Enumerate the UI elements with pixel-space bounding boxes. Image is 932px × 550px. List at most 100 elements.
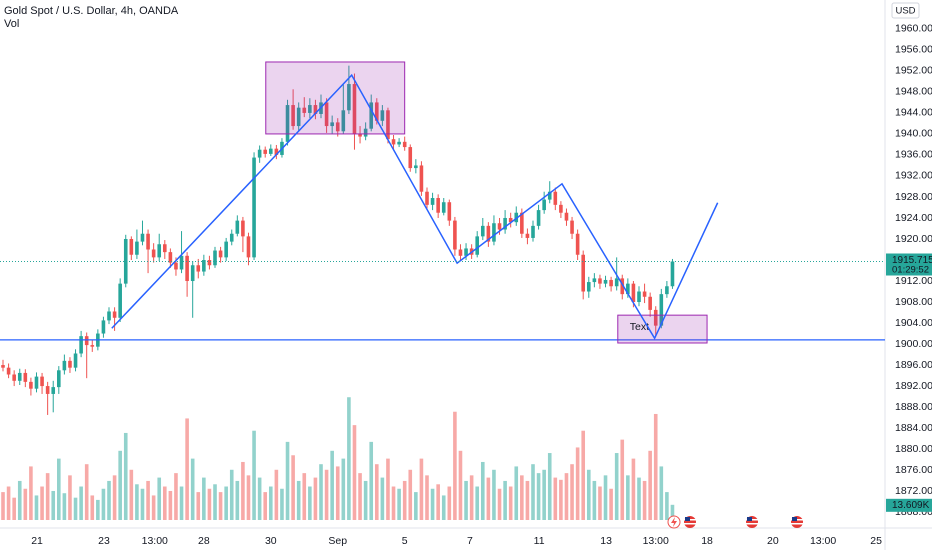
candle-body: [436, 198, 440, 213]
volume-bar: [603, 475, 608, 520]
y-tick-label: 1920.000: [895, 233, 932, 245]
candle-body: [68, 360, 72, 368]
candle-body: [626, 283, 630, 295]
candle-body: [62, 360, 67, 371]
x-tick-label: Sep: [328, 535, 347, 547]
volume-bar: [280, 488, 284, 520]
volume-bar: [347, 397, 351, 520]
candle-body: [503, 217, 507, 230]
candle-body: [151, 249, 156, 258]
candle-body: [520, 212, 524, 234]
volume-bar: [268, 486, 273, 520]
volume-bar: [263, 492, 268, 520]
volume-bar: [397, 488, 401, 520]
x-tick-label: 23: [98, 535, 110, 547]
candle-body: [492, 223, 496, 242]
candle-body: [447, 202, 452, 221]
candle-body: [190, 265, 195, 282]
candle-body: [536, 210, 541, 226]
flag-icon[interactable]: [746, 516, 758, 528]
candle-body: [453, 220, 457, 250]
y-tick-label: 1960.000: [895, 23, 932, 35]
y-tick-label: 1872.000: [895, 485, 932, 497]
y-tick-label: 1940.000: [895, 128, 932, 140]
candle-body: [508, 217, 513, 223]
candle-body: [497, 223, 502, 230]
y-tick-label: 1924.000: [895, 212, 932, 224]
candle-body: [123, 238, 128, 284]
y-tick-label: 1876.000: [895, 464, 932, 476]
candle-body: [559, 204, 563, 213]
box-annotation: [265, 61, 406, 135]
candle-body: [586, 282, 591, 292]
volume-bar: [492, 469, 496, 520]
price-label-box: [886, 253, 932, 276]
volume-bar: [653, 413, 658, 520]
volume-bar: [241, 461, 245, 520]
candle-body: [112, 311, 117, 318]
volume-bar: [581, 430, 586, 520]
volume-bar: [224, 486, 228, 520]
currency-box[interactable]: [891, 2, 920, 19]
volume-bar: [570, 464, 574, 520]
flag-icon[interactable]: [684, 516, 696, 528]
y-tick-label: 1892.000: [895, 380, 932, 392]
volume-bar: [190, 458, 195, 520]
x-tick-label: 25: [870, 535, 882, 547]
volume-label: 13.609K: [892, 500, 930, 511]
candle-body: [51, 387, 56, 394]
volume-bar: [559, 479, 563, 520]
volume-bar: [73, 497, 78, 520]
volume-bar: [363, 480, 368, 520]
candle-body: [430, 198, 435, 205]
candle-body: [213, 250, 217, 266]
y-tick-label: 1952.000: [895, 65, 932, 77]
y-tick-label: 1956.000: [895, 44, 932, 56]
candle-body: [146, 233, 150, 250]
candle-body: [40, 376, 44, 387]
candle-body: [207, 260, 212, 266]
candle-body: [553, 191, 558, 205]
x-tick-label: 18: [701, 535, 713, 547]
volume-bar: [146, 480, 150, 520]
volume-bar: [140, 488, 145, 520]
volume-bar: [257, 477, 262, 520]
candle-body: [291, 105, 295, 127]
candle-body: [313, 105, 318, 114]
y-tick-label: 1880.000: [895, 443, 932, 455]
x-tick-label: 13:00: [643, 535, 669, 547]
candle-body: [570, 220, 574, 234]
x-tick-label: 13:00: [142, 535, 168, 547]
volume-bar: [503, 480, 507, 520]
volume-bar: [408, 469, 413, 520]
volume-bar: [179, 486, 184, 520]
candle-body: [480, 225, 485, 237]
volume-bar: [598, 486, 602, 520]
volume-bar: [185, 418, 189, 520]
candle-body: [386, 110, 390, 140]
volume-bar: [497, 488, 502, 520]
candle-body: [241, 220, 245, 237]
volume-bar: [508, 486, 513, 520]
volume-bar: [151, 495, 156, 520]
volume-bar: [648, 450, 652, 520]
volume-title: Vol: [4, 18, 19, 30]
volume-bar: [447, 486, 452, 520]
candle-body: [268, 148, 273, 154]
candle-body: [441, 202, 446, 213]
volume-bar: [174, 473, 178, 520]
candle-body: [202, 260, 206, 272]
x-tick-label: 5: [402, 535, 408, 547]
volume-bar: [229, 469, 234, 520]
volume-bar: [531, 464, 535, 520]
volume-bar: [162, 486, 167, 520]
flag-icon[interactable]: [791, 516, 803, 528]
candle-body: [324, 102, 329, 127]
volume-bar: [514, 466, 519, 520]
volume-bar: [213, 484, 217, 520]
volume-bar: [369, 441, 374, 520]
volume-bar: [123, 432, 128, 520]
volume-bar: [614, 453, 619, 520]
